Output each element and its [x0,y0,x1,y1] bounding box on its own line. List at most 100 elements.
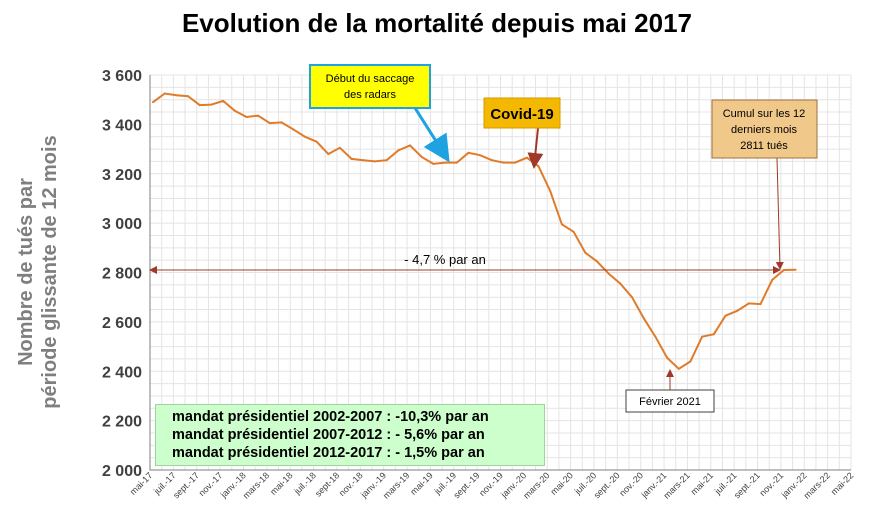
x-tick-label: sept.-17 [171,470,201,500]
data-point [163,92,166,95]
data-point [689,360,692,363]
covid-label: Covid-19 [490,106,553,123]
covid-arrow [527,127,544,169]
data-point [222,99,225,102]
cumul-arrow [775,157,784,270]
fevrier-label: Février 2021 [639,396,701,408]
x-tick-label: sept.-21 [732,470,762,500]
data-point [292,128,295,131]
data-point [712,333,715,336]
data-point [233,109,236,112]
data-point [198,104,201,107]
data-point [397,149,400,152]
data-point [257,114,260,117]
x-tick-label: sept.-20 [592,470,622,500]
data-point [759,303,762,306]
x-tick-labels: mai-17juil.-17sept.-17nov.-17janv.-18mar… [128,470,856,500]
data-point [327,153,330,155]
x-tick-label: mars-18 [241,470,271,500]
data-point [280,121,283,124]
y-tick-label: 2 000 [102,463,142,480]
data-point [736,309,739,312]
data-point [537,165,540,168]
data-point [525,156,528,159]
data-point [701,335,704,338]
saccage-arrow [413,107,450,163]
y-tick-label: 2 600 [102,315,142,332]
saccage-box [309,64,431,109]
cumul-label-1: Cumul sur les 12 [723,108,806,120]
data-point [619,282,622,285]
data-point [409,144,412,147]
data-point [747,302,750,305]
data-point [631,296,634,299]
data-point [479,154,482,157]
data-point [560,223,563,226]
y-tick-label: 3 400 [102,117,142,134]
data-point [455,161,458,164]
x-tick-label: mai-21 [689,470,716,497]
y-tick-label: 3 200 [102,167,142,184]
data-point [666,356,669,359]
data-point [607,272,610,275]
y-tick-label: 2 200 [102,414,142,431]
x-tick-label: mai-19 [408,470,435,497]
mandat-line-3: mandat présidentiel 2012-2017 : - 1,5% p… [172,445,485,461]
data-point [490,159,493,162]
data-point [572,230,575,233]
saccage-label-2: des radars [344,89,396,101]
mandats-box: mandat présidentiel 2002-2007 : -10,3% p… [155,404,545,466]
data-point [385,159,388,162]
data-point [152,101,154,104]
x-tick-label: mars-22 [802,470,832,500]
data-point [210,103,213,106]
y-tick-label: 3 000 [102,216,142,233]
x-tick-label: sept.-19 [451,470,481,500]
series-line [152,92,796,371]
y-tick-label: 2 400 [102,364,142,381]
x-tick-label: mars-19 [381,470,411,500]
chart-title: Evolution de la mortalité depuis mai 201… [181,8,693,38]
data-point [514,161,517,164]
data-point [245,115,248,118]
fevrier-box [625,389,715,413]
data-point [420,155,423,158]
x-tick-label: mars-20 [521,470,551,500]
data-point [444,161,447,164]
data-point [350,157,353,160]
cumul-box [711,99,818,159]
data-point [642,317,645,320]
x-tick-label: mars-21 [661,470,691,500]
data-point [187,95,190,98]
data-point [432,162,435,165]
data-point [724,314,727,317]
data-point [502,161,505,164]
x-tick-label: mai-22 [829,470,856,497]
y-tick-labels: 2 000 2 200 2 400 2 600 2 800 3 000 3 200 3 400… [102,68,142,480]
data-point [373,160,376,163]
data-point [584,251,587,254]
trend-label: - 4,7 % par an [404,252,486,267]
saccage-label-1: Début du saccage [326,73,415,85]
data-points [152,92,797,370]
data-point [549,190,552,193]
mandat-line-2: mandat présidentiel 2007-2012 : - 5,6% p… [172,427,485,443]
mandat-line-1: mandat présidentiel 2002-2007 : -10,3% p… [172,409,489,425]
x-tick-label: sept-18 [313,470,341,498]
data-point [268,122,271,125]
data-point [303,135,306,138]
data-point [677,367,680,370]
data-point [595,260,598,263]
x-tick-label: mai-20 [548,470,575,497]
cumul-label-3: 2811 tués [740,140,788,152]
data-point [654,335,657,338]
y-tick-label: 3 600 [102,68,142,85]
x-tick-label: mai-18 [268,470,295,497]
data-point [362,159,365,162]
y-tick-label: 2 800 [102,266,142,283]
data-point [782,269,785,272]
cumul-label-2: derniers mois [731,124,798,136]
data-point [338,146,341,149]
data-point [315,140,318,143]
covid-box [483,97,561,129]
